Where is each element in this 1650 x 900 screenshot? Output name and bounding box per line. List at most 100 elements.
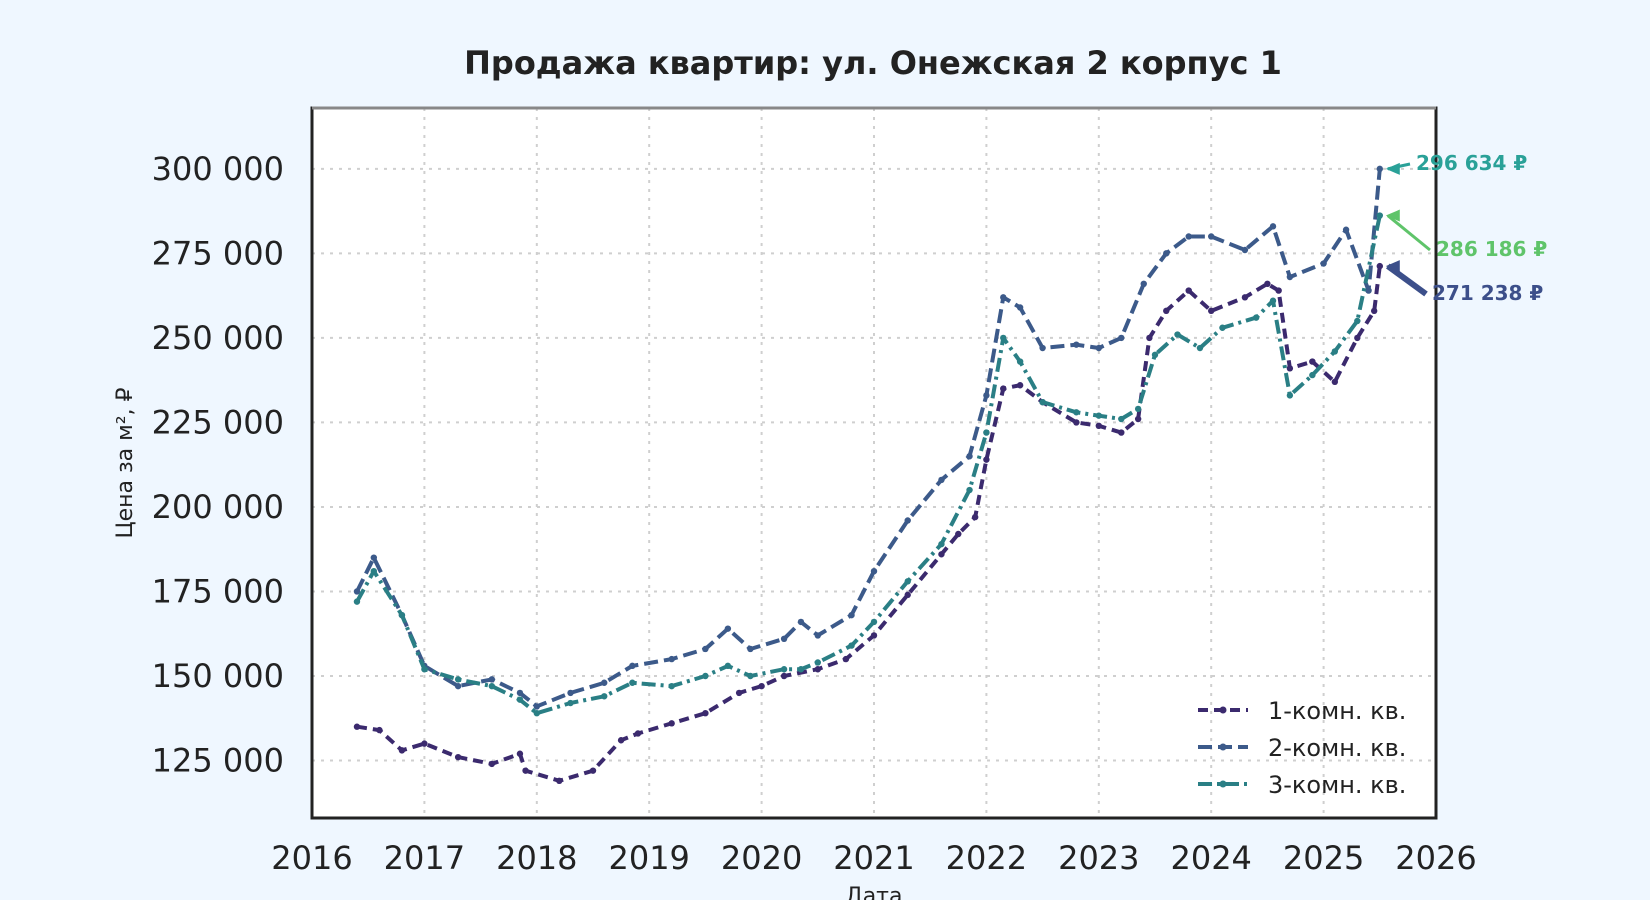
series-1-point (1286, 365, 1294, 372)
annotation-label: 286 186 ₽ (1436, 237, 1547, 261)
series-3-point (1174, 331, 1181, 338)
series-3-point (398, 611, 406, 619)
series-2-point (1269, 223, 1277, 230)
series-3-point (904, 578, 911, 585)
y-tick-label: 125 000 (152, 742, 284, 780)
series-1-point (1000, 385, 1007, 392)
x-tick-label: 2022 (946, 839, 1027, 877)
series-3-point (629, 679, 636, 686)
series-3-point (1073, 409, 1080, 416)
series-1-point (870, 632, 878, 639)
series-line-1 (356, 265, 1382, 783)
series-1-point (983, 456, 990, 463)
x-tick-label: 2019 (608, 839, 689, 877)
series-1-point (814, 666, 821, 673)
series-2-point (1286, 273, 1294, 281)
legend-label: 2-комн. кв. (1268, 734, 1406, 762)
series-2-point (516, 689, 524, 697)
series-2-point (1163, 250, 1170, 257)
series-1-point (1134, 415, 1142, 423)
series-2-point (904, 517, 911, 524)
legend-label: 3-комн. кв. (1268, 771, 1406, 799)
series-3-point (668, 682, 675, 690)
annotation-label: 271 238 ₽ (1432, 281, 1543, 305)
annotation-label: 296 634 ₽ (1416, 151, 1527, 175)
series-layer (353, 165, 1384, 785)
series-2-point (601, 679, 608, 686)
series-3-point (1376, 212, 1384, 219)
series-1-point (353, 723, 361, 730)
series-1-point (780, 672, 788, 680)
series-1-point (1376, 262, 1384, 270)
series-2-point (567, 689, 574, 697)
series-3-point (533, 709, 540, 717)
series-1-point (668, 720, 675, 727)
series-3-point (1309, 371, 1316, 379)
x-tick-label: 2020 (721, 839, 802, 877)
y-tick-label: 250 000 (152, 319, 284, 357)
series-2-point (1095, 344, 1103, 352)
series-1-point (1241, 294, 1249, 301)
annotation-arrowhead (1385, 209, 1400, 222)
series-2-point (747, 645, 754, 653)
series-1-point (1073, 419, 1080, 426)
series-3-point (938, 540, 945, 548)
series-2-point (1185, 233, 1192, 240)
series-1-point (938, 551, 945, 558)
x-tick-label: 2016 (271, 839, 352, 877)
y-tick-label: 275 000 (152, 234, 284, 272)
x-axis-ticks: 2016 2017 2018 2019 2020 2021 2022 2023 2024 2025… (271, 839, 1476, 877)
series-2-point (1241, 246, 1249, 254)
series-1-point (1354, 334, 1361, 342)
series-3-point (1134, 405, 1142, 413)
series-2-point (533, 703, 540, 710)
series-1-point (1370, 307, 1378, 315)
series-2-point (1073, 341, 1080, 348)
series-3-point (1252, 314, 1260, 321)
series-1-point (971, 513, 979, 521)
series-1-point (904, 591, 911, 599)
y-tick-label: 300 000 (152, 150, 284, 188)
series-1-point (1208, 307, 1215, 315)
series-2-point (1016, 304, 1024, 311)
series-2-point (488, 676, 496, 683)
series-3-point (601, 693, 608, 700)
series-1-point (1146, 334, 1153, 342)
series-2-point (797, 618, 805, 626)
series-1-point (398, 747, 406, 754)
legend-marker (1219, 706, 1227, 714)
series-2-point (1342, 226, 1350, 233)
legend-marker (1219, 780, 1227, 788)
series-2-point (724, 625, 732, 632)
series-3-point (421, 666, 428, 673)
x-tick-label: 2017 (384, 839, 465, 877)
grid-lines (312, 108, 1436, 818)
y-axis-label: Цена за м², ₽ (113, 387, 138, 538)
series-1-point (454, 753, 462, 761)
series-3-point (780, 666, 788, 673)
chart-title: Продажа квартир: ул. Онежская 2 корпус 1 (464, 44, 1282, 82)
series-2-point (454, 682, 462, 690)
series-2-point (814, 632, 821, 639)
series-3-point (1219, 324, 1226, 331)
x-tick-label: 2026 (1395, 839, 1476, 877)
series-1-point (488, 760, 496, 768)
series-1-point (634, 730, 642, 737)
series-2-point (1376, 165, 1384, 173)
series-1-point (376, 726, 383, 734)
series-3-point (1000, 334, 1007, 342)
series-2-point (1000, 294, 1007, 301)
series-2-point (983, 392, 990, 399)
series-2-point (1320, 260, 1327, 267)
series-3-point (702, 672, 709, 680)
x-axis-label: Дата (846, 884, 903, 900)
series-1-point (1016, 382, 1024, 389)
series-1-point (1309, 358, 1316, 365)
series-3-point (724, 662, 732, 670)
series-1-point (702, 709, 709, 717)
legend-marker (1219, 743, 1227, 751)
series-3-point (1269, 297, 1277, 304)
series-2-point (629, 662, 636, 670)
annotation-arrowhead (1385, 162, 1400, 175)
